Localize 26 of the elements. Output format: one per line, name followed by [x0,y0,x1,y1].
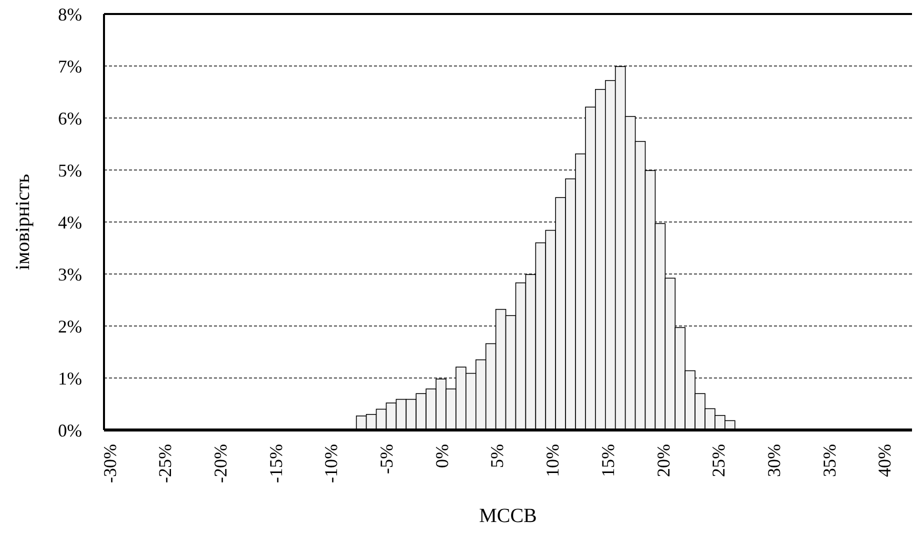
x-axis-title: МССВ [479,505,537,527]
x-tick-label: -15% [266,444,286,483]
y-tick-label: 2% [58,316,82,336]
x-tick-label: -10% [321,444,342,483]
x-tick-label: 0% [432,444,452,468]
y-tick-label: 7% [58,56,82,76]
y-axis-title: імовірність [12,174,34,270]
y-tick-label: 0% [58,420,82,440]
x-tick-label: 20% [653,444,674,477]
y-tick-label: 4% [58,212,82,232]
x-tick-label: -20% [210,444,231,483]
x-tick-label: 30% [764,444,784,477]
x-tick-label: -30% [100,444,120,483]
y-tick-label: 8% [58,4,82,24]
x-tick-label: 15% [598,444,618,477]
x-tick-label: -5% [376,444,397,474]
x-tick-label: 5% [487,444,508,468]
y-tick-label: 3% [58,264,82,284]
y-tick-label: 6% [58,108,82,128]
x-tick-label: 40% [874,444,895,477]
x-tick-label: -25% [155,444,176,483]
y-tick-label: 1% [58,368,82,388]
x-tick-label: 10% [542,444,563,477]
x-tick-label: 35% [819,444,840,477]
x-tick-label: 25% [708,444,729,477]
y-tick-label: 5% [58,160,82,180]
